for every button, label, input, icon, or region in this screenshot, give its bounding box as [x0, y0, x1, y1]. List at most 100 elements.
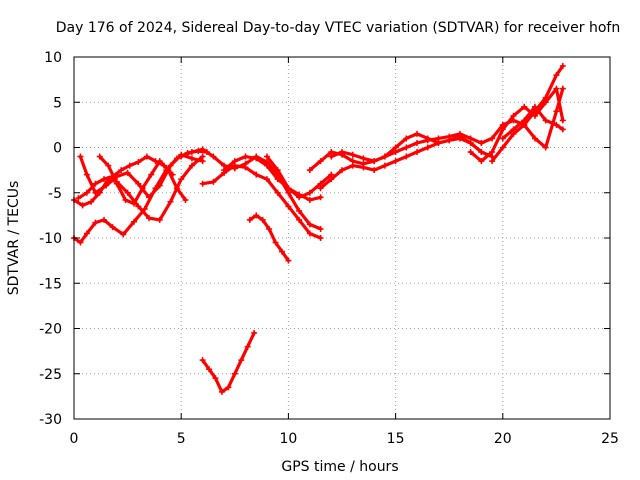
- data-point: [253, 155, 260, 162]
- data-point: [225, 384, 232, 391]
- data-point: [167, 162, 174, 169]
- x-tick-label: 0: [70, 431, 79, 447]
- data-point: [143, 153, 150, 160]
- data-point: [131, 200, 138, 207]
- data-point: [542, 144, 549, 151]
- x-tick-label: 10: [279, 431, 297, 447]
- series-track-5: [76, 155, 175, 200]
- data-point: [306, 167, 313, 174]
- data-point: [135, 180, 142, 187]
- data-point: [553, 108, 560, 115]
- data-point: [339, 167, 345, 174]
- data-point: [317, 158, 324, 165]
- data-point: [178, 153, 185, 160]
- data-point: [77, 239, 84, 246]
- data-point: [238, 357, 245, 364]
- data-point: [559, 85, 566, 92]
- data-point: [414, 149, 421, 156]
- data-point: [306, 196, 313, 203]
- y-tick-label: -15: [39, 276, 62, 292]
- data-point: [83, 189, 90, 196]
- data-point: [251, 330, 258, 337]
- data-point: [152, 158, 159, 165]
- data-point: [122, 196, 129, 203]
- data-point: [521, 103, 528, 110]
- data-point: [274, 176, 281, 183]
- data-point: [489, 158, 496, 165]
- data-point: [296, 216, 303, 223]
- data-point: [124, 169, 131, 176]
- data-point: [446, 137, 453, 144]
- data-point: [542, 94, 549, 101]
- data-point: [135, 203, 142, 210]
- series-layer: [71, 63, 566, 395]
- data-point: [478, 158, 485, 165]
- data-point: [499, 121, 506, 128]
- data-point: [161, 162, 168, 169]
- grid-layer: [74, 57, 610, 419]
- series-track-7: [201, 164, 323, 240]
- series-track-15: [469, 87, 565, 163]
- data-point: [424, 135, 431, 142]
- data-point: [542, 117, 549, 124]
- data-point: [242, 153, 249, 160]
- data-point: [499, 135, 506, 142]
- data-point: [206, 366, 213, 373]
- data-point: [246, 216, 253, 223]
- data-point: [285, 203, 292, 210]
- y-tick-label: -30: [39, 412, 62, 428]
- series-track-13: [319, 136, 483, 190]
- series-track-6: [179, 147, 323, 231]
- data-point: [478, 139, 485, 146]
- data-point: [210, 153, 217, 160]
- data-point: [148, 171, 155, 178]
- data-point: [263, 153, 270, 160]
- data-point: [381, 153, 388, 160]
- data-point: [101, 176, 108, 183]
- series-track-3: [72, 155, 205, 222]
- data-point: [285, 185, 292, 192]
- data-point: [489, 135, 496, 142]
- data-point: [371, 158, 378, 165]
- data-point: [381, 162, 388, 169]
- data-point: [521, 117, 528, 124]
- data-point: [467, 139, 474, 146]
- data-point: [167, 198, 174, 205]
- data-point: [296, 207, 303, 214]
- data-point: [553, 121, 560, 128]
- data-point: [83, 230, 90, 237]
- data-point: [559, 63, 566, 70]
- data-point: [212, 375, 219, 382]
- y-tick-label: -25: [39, 367, 62, 383]
- data-point: [253, 212, 260, 219]
- data-point: [510, 126, 517, 133]
- data-point: [146, 194, 153, 201]
- data-point: [456, 133, 463, 140]
- data-point: [285, 257, 292, 264]
- data-point: [113, 180, 120, 187]
- data-point: [139, 185, 146, 192]
- data-point: [317, 225, 324, 232]
- data-point: [510, 117, 517, 124]
- data-point: [109, 173, 116, 180]
- data-point: [146, 215, 153, 222]
- data-point: [218, 388, 225, 395]
- data-point: [124, 189, 131, 196]
- data-point: [499, 144, 506, 151]
- data-point: [531, 135, 538, 142]
- data-point: [274, 189, 281, 196]
- data-point: [272, 239, 279, 246]
- data-point: [199, 357, 206, 364]
- data-point: [182, 196, 189, 203]
- data-point: [88, 198, 95, 205]
- data-point: [306, 221, 313, 228]
- data-point: [156, 216, 163, 223]
- data-point: [96, 153, 103, 160]
- data-point: [199, 153, 206, 160]
- data-point: [274, 167, 281, 174]
- data-point: [531, 103, 538, 110]
- data-point: [188, 162, 195, 169]
- data-point: [339, 149, 345, 156]
- data-point: [489, 149, 496, 156]
- data-point: [75, 195, 82, 202]
